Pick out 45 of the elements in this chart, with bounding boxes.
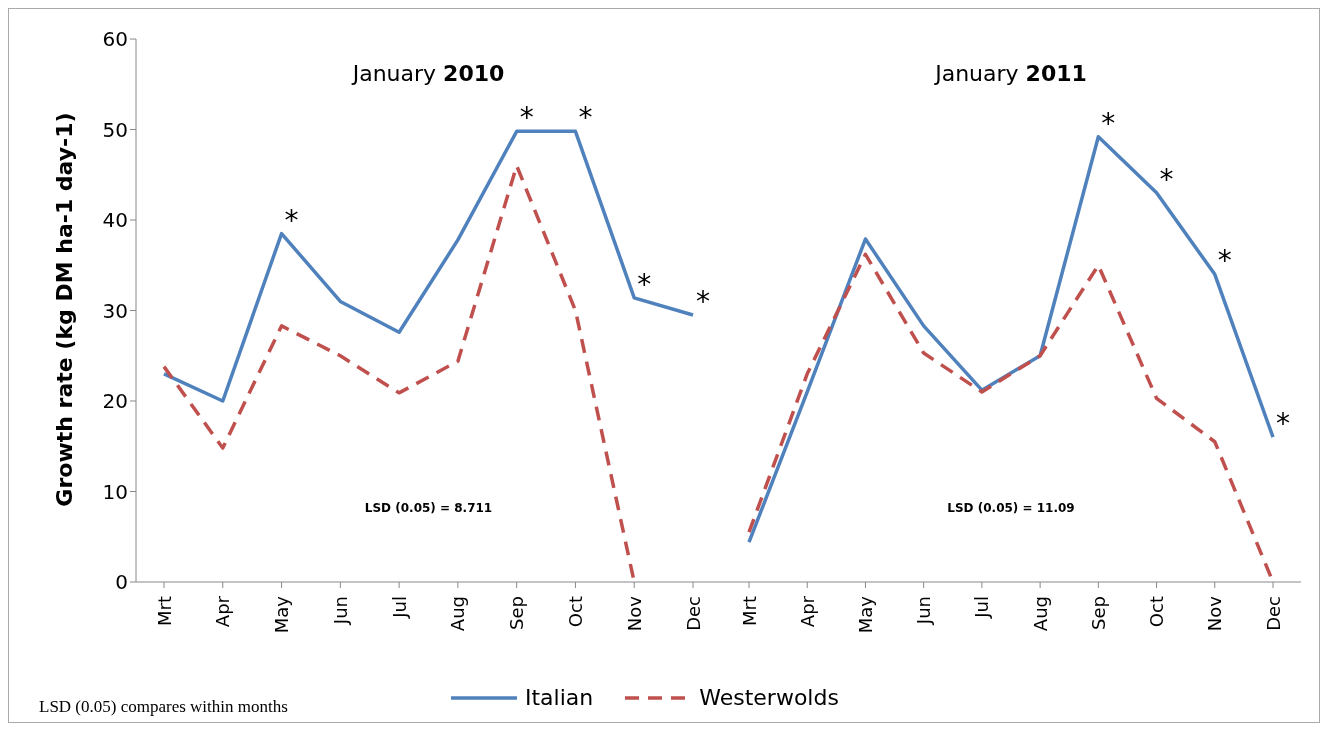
- annotation: LSD (0.05) = 8.711: [363, 501, 494, 515]
- x-tick-label: Apr: [796, 595, 818, 628]
- x-tick-label: Aug: [447, 596, 469, 632]
- y-tick-label: 0: [115, 570, 128, 595]
- x-tick-label: Sep: [1087, 596, 1109, 630]
- x-tick-label: May: [271, 595, 293, 634]
- text: January 2011: [935, 61, 1087, 86]
- line-series: [162, 129, 695, 403]
- annotation: *: [696, 285, 710, 319]
- x-tick-label: Mrt: [738, 596, 760, 626]
- x-tick-label: Nov: [1204, 595, 1226, 632]
- x-tick-label: May: [854, 595, 876, 634]
- x-tick-label: Apr: [212, 595, 234, 628]
- legend-label: Italian: [525, 685, 594, 710]
- legend-label: Westerwolds: [699, 685, 839, 710]
- x-tick-label: Jun: [913, 596, 935, 626]
- annotation: *: [1101, 106, 1116, 140]
- x-tick-label: Mrt: [153, 596, 175, 626]
- x-tick-label: Aug: [1029, 596, 1051, 632]
- x-tick-label: Oct: [564, 596, 586, 628]
- y-axis-title: Growth rate (kg DM ha-1 day-1): [51, 110, 77, 509]
- y-tick-label: 10: [102, 479, 128, 504]
- x-tick-label: Dec: [1262, 596, 1284, 631]
- x-tick-label: Dec: [682, 596, 704, 631]
- y-tick-label: 60: [102, 27, 128, 52]
- y-tick-label: 50: [102, 117, 128, 142]
- x-tick-label: Jun: [329, 596, 351, 626]
- annotation: *: [578, 101, 593, 135]
- annotation: *: [519, 101, 534, 135]
- y-tick-label: 20: [102, 389, 128, 414]
- text: January 2010: [352, 61, 505, 86]
- annotation: LSD (0.05) = 11.09: [946, 501, 1076, 515]
- x-tick-label: Jul: [971, 596, 993, 619]
- x-tick-label: Jul: [388, 596, 410, 619]
- x-tick-label: Sep: [506, 596, 528, 630]
- annotation: *: [1217, 244, 1232, 278]
- text: LSD (0.05) compares within months: [39, 697, 288, 717]
- y-tick-label: 30: [102, 298, 128, 323]
- y-tick-label: 40: [102, 208, 128, 233]
- annotation: *: [1159, 162, 1174, 196]
- annotation: *: [637, 267, 652, 301]
- annotation: *: [284, 203, 299, 237]
- x-tick-label: Nov: [623, 595, 645, 632]
- x-tick-label: Oct: [1146, 596, 1168, 628]
- annotation: *: [1276, 407, 1290, 441]
